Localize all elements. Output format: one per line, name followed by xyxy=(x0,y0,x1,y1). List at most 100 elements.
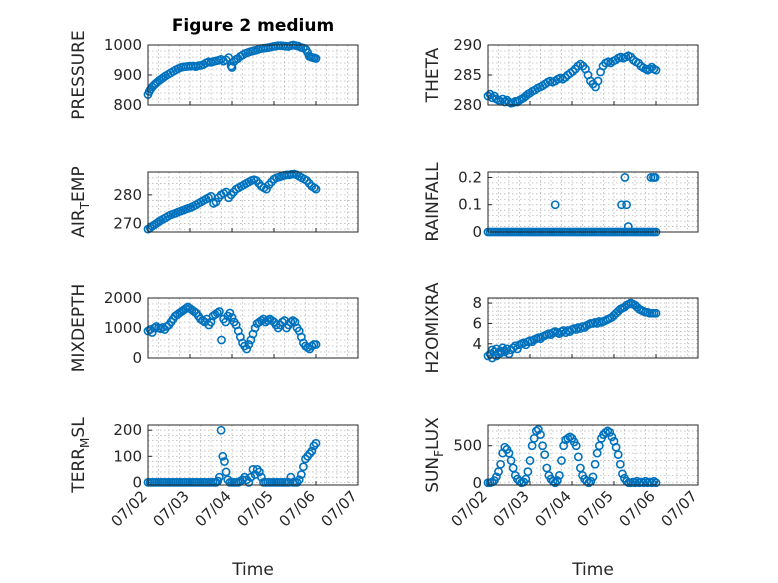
x-tick-label: 07/07 xyxy=(318,487,361,530)
x-tick-label: 07/05 xyxy=(234,487,277,530)
y-tick-label: 200 xyxy=(113,421,142,439)
data-series xyxy=(483,425,661,488)
subplot-theta: 280 285 290 THETA xyxy=(423,36,699,114)
data-point xyxy=(613,450,623,460)
subplot-pressure: 800 900 1000 PRESSURE Figure 2 medium xyxy=(69,16,359,120)
y-axis-label: H2OMIXRA xyxy=(423,282,443,373)
data-point xyxy=(242,344,252,354)
y-axis-label: RAINFALL xyxy=(423,162,443,242)
data-point xyxy=(262,184,271,194)
data-point xyxy=(214,307,224,316)
data-point xyxy=(311,54,321,63)
data-point xyxy=(307,446,317,456)
y-tick-label: 285 xyxy=(453,66,482,84)
data-point xyxy=(487,345,497,355)
y-tick-label: 280 xyxy=(453,96,482,114)
x-tick-label: 07/07 xyxy=(658,487,701,530)
data-point xyxy=(221,467,231,477)
plot-area xyxy=(487,171,699,233)
data-point xyxy=(540,450,550,460)
axes-frame xyxy=(147,171,359,233)
y-tick-label: 100 xyxy=(113,447,142,465)
y-axis-label: THETA xyxy=(423,47,443,103)
data-series xyxy=(143,169,321,234)
data-point xyxy=(220,457,229,466)
data-point xyxy=(254,467,264,477)
data-point xyxy=(651,478,661,488)
axes-frame xyxy=(487,44,699,106)
x-tick-label: 07/06 xyxy=(276,487,319,530)
y-tick-label: 900 xyxy=(113,66,142,84)
data-point xyxy=(147,328,157,337)
data-point xyxy=(214,472,224,482)
y-axis-label: AIRTEMP xyxy=(69,166,92,237)
subplot-air-temp: 270 280 AIRTEMP xyxy=(69,166,359,238)
figure-title: Figure 2 medium xyxy=(172,16,334,36)
data-point xyxy=(311,184,321,194)
y-tick-label: 270 xyxy=(113,214,142,232)
data-point xyxy=(588,472,598,482)
subplot-rainfall: 0 0.1 0.2 RAINFALL xyxy=(423,162,699,242)
x-tick-label: 07/03 xyxy=(150,487,193,530)
data-point xyxy=(620,173,630,182)
data-point xyxy=(557,456,566,465)
data-point xyxy=(294,475,304,485)
data-point xyxy=(568,67,578,76)
data-point xyxy=(560,73,570,82)
data-series xyxy=(483,298,661,363)
y-axis-label: PRESSURE xyxy=(69,30,89,119)
y-tick-label: 4 xyxy=(472,335,482,353)
data-point xyxy=(298,462,308,472)
subplot-h2omixra: 4 6 8 H2OMIXRA xyxy=(423,282,699,374)
data-series xyxy=(143,425,321,487)
data-point xyxy=(250,323,260,333)
data-point xyxy=(216,425,226,435)
data-point xyxy=(571,441,581,451)
data-point xyxy=(225,308,235,318)
data-point xyxy=(590,459,600,469)
data-point xyxy=(286,472,296,482)
y-tick-label: 0.1 xyxy=(458,196,482,214)
data-point xyxy=(607,432,617,442)
axes-frame xyxy=(147,424,359,486)
data-point xyxy=(550,200,560,210)
data-point xyxy=(500,442,510,452)
data-point xyxy=(617,200,626,210)
data-point xyxy=(244,477,254,487)
axes-frame xyxy=(487,297,699,359)
data-point xyxy=(211,197,221,207)
data-point xyxy=(256,472,266,482)
data-point xyxy=(500,346,510,356)
data-point xyxy=(615,459,625,469)
y-tick-label: 1000 xyxy=(104,319,142,337)
data-point xyxy=(536,430,545,440)
x-tick-label: 07/02 xyxy=(448,487,491,530)
data-point xyxy=(618,469,627,479)
data-point xyxy=(651,308,661,318)
data-point xyxy=(217,335,226,345)
y-tick-label: 0 xyxy=(472,223,482,241)
data-point xyxy=(552,476,562,485)
y-tick-label: 290 xyxy=(453,36,482,54)
y-axis-label: TERRMSL xyxy=(69,417,92,494)
y-tick-label: 0 xyxy=(132,349,142,367)
data-point xyxy=(550,478,560,488)
y-axis-label: MIXDEPTH xyxy=(69,284,89,373)
axes-frame xyxy=(147,44,359,106)
y-tick-label: 0.2 xyxy=(458,168,482,186)
data-point xyxy=(296,470,306,479)
y-tick-label: 500 xyxy=(453,437,482,455)
data-point xyxy=(525,456,535,465)
y-tick-label: 6 xyxy=(472,314,482,332)
data-point xyxy=(309,183,319,193)
data-point xyxy=(311,438,321,448)
data-series xyxy=(483,51,661,108)
axes-frame xyxy=(487,424,699,486)
data-point xyxy=(534,425,543,434)
y-tick-label: 2000 xyxy=(104,289,142,307)
x-tick-label: 07/05 xyxy=(574,487,617,530)
y-tick-label: 8 xyxy=(472,294,482,312)
